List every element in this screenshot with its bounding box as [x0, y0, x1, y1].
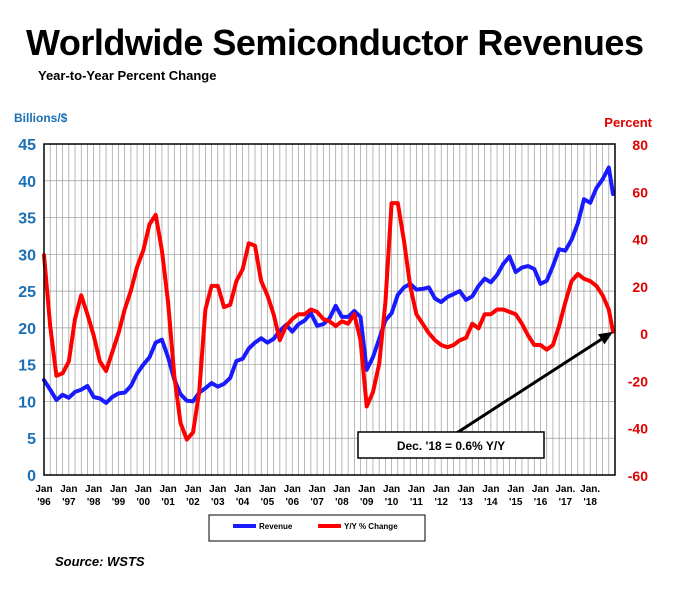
annotation-box: [357, 431, 545, 459]
left-axis-label: Billions/$: [14, 111, 68, 125]
x-axis-tick-year: '96: [37, 497, 51, 508]
x-axis-tick-year: '18: [583, 497, 597, 508]
x-axis-tick-year: '11: [410, 497, 423, 508]
left-axis-tick-label: 35: [18, 211, 36, 228]
x-axis-tick-label: Jan: [284, 484, 301, 495]
x-axis-tick-year: '13: [459, 497, 473, 508]
x-axis-tick-year: '09: [360, 497, 374, 508]
right-axis-label: Percent: [604, 115, 652, 130]
x-axis-tick-label: Jan: [433, 484, 450, 495]
x-axis-tick-year: '00: [137, 497, 151, 508]
x-axis-tick-year: '08: [335, 497, 349, 508]
x-axis-tick-year: '03: [211, 497, 225, 508]
x-axis-tick-year: '16: [534, 497, 548, 508]
x-axis-tick-label: Jan: [234, 484, 251, 495]
right-axis-tick-label: 60: [632, 184, 648, 200]
right-axis-tick-label: 40: [632, 232, 648, 248]
x-axis-tick-year: '02: [186, 497, 200, 508]
x-axis-tick-year: '17: [559, 497, 573, 508]
x-axis-tick-label: Jan: [457, 484, 474, 495]
right-axis-tick-label: 20: [632, 279, 648, 295]
x-axis-tick-label: Jan: [358, 484, 375, 495]
legend-label-yoy: Y/Y % Change: [344, 522, 398, 531]
x-axis-tick-label: Jan: [383, 484, 400, 495]
x-axis-tick-label: Jan: [308, 484, 325, 495]
right-axis-tick-label: 0: [640, 326, 648, 342]
right-axis-tick-label: -40: [628, 421, 648, 437]
x-axis-tick-year: '15: [509, 497, 523, 508]
x-axis-tick-year: '06: [286, 497, 300, 508]
x-axis-tick-label: Jan: [135, 484, 152, 495]
left-axis-tick-label: 0: [27, 468, 36, 485]
x-axis-tick-label: Jan: [160, 484, 177, 495]
x-axis-tick-label: Jan.: [555, 484, 575, 495]
x-axis-tick-year: '98: [87, 497, 101, 508]
x-axis-tick-label: Jan: [85, 484, 102, 495]
plot-frame: [43, 143, 616, 476]
x-axis-tick-year: '01: [161, 497, 175, 508]
source-note: Source: WSTS: [55, 554, 145, 569]
x-axis-tick-year: '10: [385, 497, 399, 508]
annotation-text: Dec. '18 = 0.6% Y/Y: [397, 439, 505, 453]
left-axis-tick-label: 25: [18, 284, 36, 301]
right-axis-tick-label: 80: [632, 137, 648, 153]
x-axis-tick-label: Jan: [184, 484, 201, 495]
x-axis-tick-year: '04: [236, 497, 250, 508]
page-subtitle: Year-to-Year Percent Change: [38, 68, 217, 83]
left-axis-tick-label: 10: [18, 394, 36, 411]
right-axis-tick-label: -60: [628, 468, 648, 484]
annotation-arrow: [451, 338, 603, 438]
x-axis-tick-label: Jan: [35, 484, 52, 495]
legend: Revenue Y/Y % Change: [208, 514, 426, 542]
left-axis-tick-label: 45: [18, 137, 36, 154]
left-axis-tick-label: 40: [18, 174, 36, 191]
legend-label-revenue: Revenue: [259, 522, 293, 531]
x-axis-tick-label: Jan: [532, 484, 549, 495]
x-axis-tick-year: '05: [261, 497, 275, 508]
right-axis-tick-label: -20: [628, 373, 648, 389]
x-axis-tick-year: '14: [484, 497, 498, 508]
x-axis-tick-label: Jan: [209, 484, 226, 495]
x-axis-tick-label: Jan: [60, 484, 77, 495]
x-axis-tick-year: '07: [310, 497, 324, 508]
x-axis-tick-year: '99: [112, 497, 126, 508]
x-axis-tick-label: Jan: [482, 484, 499, 495]
x-axis-tick-year: '97: [62, 497, 76, 508]
page-title: Worldwide Semiconductor Revenues: [26, 22, 644, 63]
left-axis-tick-label: 20: [18, 321, 36, 338]
x-axis-tick-label: Jan.: [580, 484, 600, 495]
x-axis-tick-label: Jan: [259, 484, 276, 495]
left-axis-tick-label: 5: [27, 431, 36, 448]
series-line-revenue: [42, 165, 615, 405]
left-axis-tick-label: 30: [18, 247, 36, 264]
left-axis-tick-label: 15: [18, 358, 36, 375]
annotation-arrowhead: [598, 331, 613, 345]
x-axis-tick-label: Jan: [408, 484, 425, 495]
series-line-yoy: [42, 201, 615, 442]
x-axis-tick-label: Jan: [110, 484, 127, 495]
x-axis-tick-label: Jan: [507, 484, 524, 495]
x-axis-tick-label: Jan: [333, 484, 350, 495]
x-axis-tick-year: '12: [434, 497, 448, 508]
